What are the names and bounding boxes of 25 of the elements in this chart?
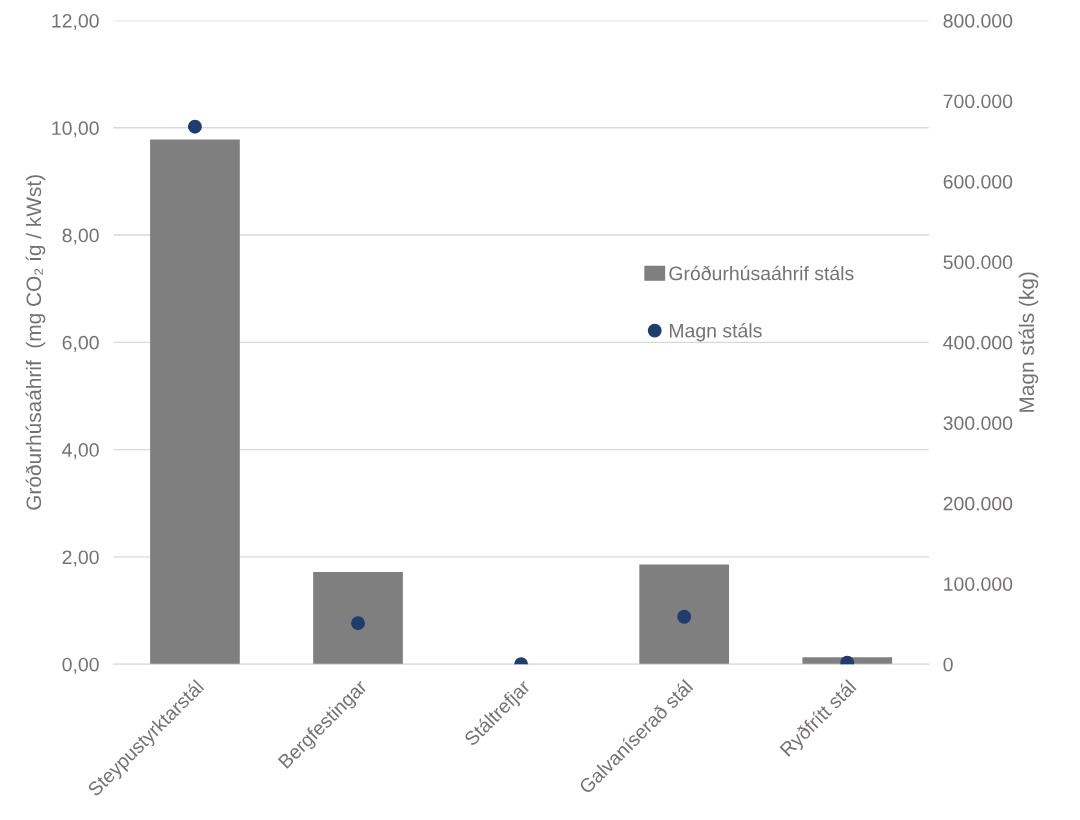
y-tick-label: 12,00 bbox=[52, 13, 99, 31]
y-tick-label: 6,00 bbox=[62, 335, 99, 352]
y-tick-label: 10,00 bbox=[52, 121, 99, 138]
legend-label: Gróðurhúsaáhrif stáls bbox=[669, 265, 854, 281]
y-tick-label: 4,00 bbox=[62, 443, 99, 460]
bar bbox=[639, 564, 730, 665]
y-axis-title: Gróðurhúsaáhrif (mg CO₂ íg / kWst) bbox=[25, 175, 46, 510]
y2-tick-label: 300.000 bbox=[943, 416, 1013, 431]
point bbox=[677, 609, 692, 624]
y-tick-label: 0,00 bbox=[62, 657, 99, 674]
y-tick-label: 2,00 bbox=[62, 550, 99, 567]
bar bbox=[313, 571, 403, 665]
point bbox=[187, 119, 202, 134]
y2-tick-label: 600.000 bbox=[943, 174, 1013, 189]
bar bbox=[150, 139, 240, 665]
y2-tick-label: 400.000 bbox=[943, 335, 1013, 350]
legend-label: Magn stáls bbox=[669, 323, 762, 342]
y2-tick-label: 500.000 bbox=[943, 255, 1013, 270]
y2-axis-title: Magn stáls (kg) bbox=[1018, 272, 1039, 412]
y2-tick-label: 800.000 bbox=[943, 13, 1013, 28]
y2-tick-label: 700.000 bbox=[943, 94, 1013, 109]
y2-tick-label: 0 bbox=[943, 657, 953, 672]
y-tick-label: 8,00 bbox=[62, 228, 99, 245]
y2-tick-label: 100.000 bbox=[944, 577, 1013, 591]
y2-tick-label: 200.000 bbox=[943, 496, 1013, 511]
